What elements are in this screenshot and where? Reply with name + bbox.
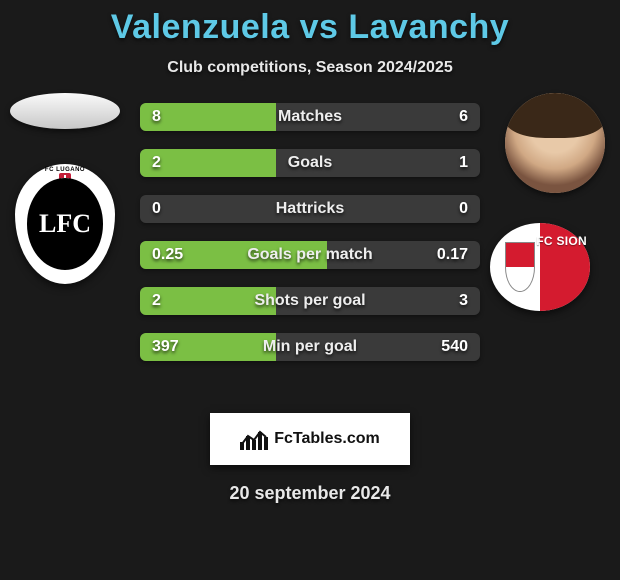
left-player-photo-placeholder	[10, 93, 120, 129]
stat-label: Hattricks	[140, 200, 480, 218]
lugano-monogram: LFC	[39, 209, 91, 239]
stats-table: 8Matches6 2Goals1 0Hattricks0 0.25Goals per…	[140, 103, 480, 379]
stat-row: 0Hattricks0	[140, 195, 480, 223]
stat-right-value: 0	[459, 200, 468, 218]
page-title: Valenzuela vs Lavanchy	[0, 8, 620, 47]
sion-shield-icon	[505, 242, 535, 291]
lugano-badge: FC LUGANO LFC	[15, 164, 115, 284]
stat-label: Goals	[140, 154, 480, 172]
chart-icon	[240, 428, 268, 450]
stat-label: Shots per goal	[140, 292, 480, 310]
stat-label: Min per goal	[140, 338, 480, 356]
brand-text: FcTables.com	[274, 430, 380, 448]
stat-right-value: 540	[441, 338, 468, 356]
comparison-infographic: Valenzuela vs Lavanchy Club competitions…	[0, 0, 620, 580]
left-player-column: FC LUGANO LFC	[0, 93, 130, 284]
lugano-badge-inner: LFC	[27, 178, 103, 269]
page-subtitle: Club competitions, Season 2024/2025	[0, 59, 620, 77]
stat-row: 2Goals1	[140, 149, 480, 177]
stat-right-value: 6	[459, 108, 468, 126]
date-text: 20 september 2024	[0, 483, 620, 504]
stat-right-value: 3	[459, 292, 468, 310]
sion-badge-text: FC SION	[536, 234, 587, 248]
left-club-badge: FC LUGANO LFC	[15, 164, 115, 284]
stat-row: 8Matches6	[140, 103, 480, 131]
right-club-badge: FC SION	[490, 223, 590, 311]
brand-attribution: FcTables.com	[210, 413, 410, 465]
stat-right-value: 0.17	[437, 246, 468, 264]
stat-right-value: 1	[459, 154, 468, 172]
stat-row: 0.25Goals per match0.17	[140, 241, 480, 269]
player-hair-icon	[505, 93, 605, 138]
stat-label: Goals per match	[140, 246, 480, 264]
stat-label: Matches	[140, 108, 480, 126]
right-player-photo	[505, 93, 605, 193]
stat-row: 397Min per goal540	[140, 333, 480, 361]
right-player-column: FC SION	[490, 93, 620, 311]
stat-row: 2Shots per goal3	[140, 287, 480, 315]
main-content: FC LUGANO LFC FC SION 8Matches6 2Goals1 0H…	[0, 103, 620, 403]
